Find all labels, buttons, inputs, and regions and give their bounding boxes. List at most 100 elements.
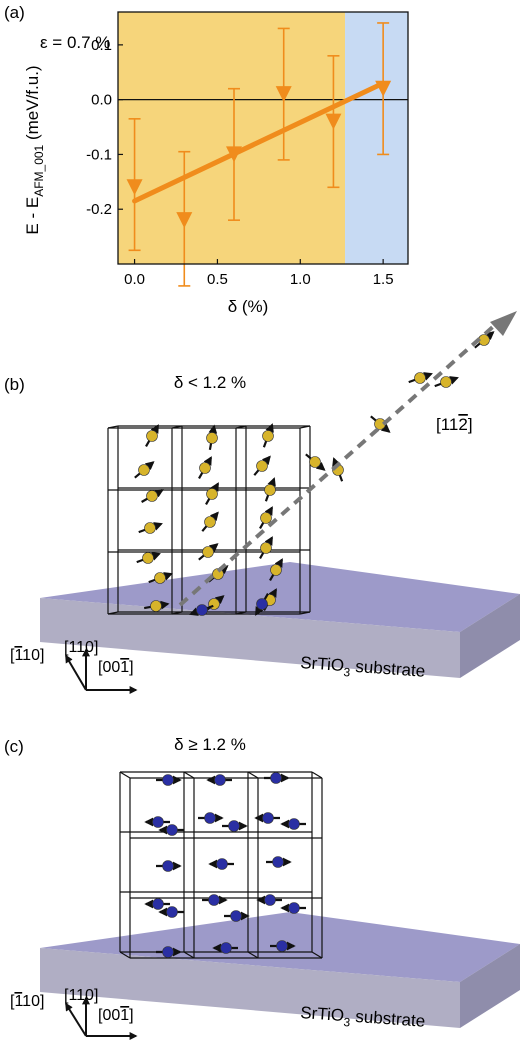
spin-atom (199, 462, 211, 474)
spin-atom (152, 898, 164, 910)
data-point-2 (226, 146, 242, 163)
spin-atom (206, 488, 218, 500)
spin-atom (256, 598, 268, 610)
x-axis-label: δ (%) (228, 297, 269, 316)
panel-a: (a) 0.0 0.5 1.0 1.5 -0.2 -0.1 0.0 0.1 ε = 0.7 %… (4, 3, 409, 316)
y-tick-label-1: -0.1 (86, 146, 112, 163)
crystal-edge (171, 611, 183, 615)
spin-atom (264, 894, 276, 906)
data-point-5 (375, 80, 392, 97)
spin-atom (272, 856, 284, 868)
crystal-edge (107, 425, 119, 429)
spin-atom (202, 546, 214, 558)
chart-area: 0.0 0.5 1.0 1.5 -0.2 -0.1 0.0 0.1 (86, 11, 409, 288)
substrate-side-b (460, 594, 520, 678)
spin-atom (288, 902, 300, 914)
spin-atom (138, 464, 150, 476)
spin-atom (220, 942, 232, 954)
data-point-1 (176, 212, 193, 229)
crystal-edge (311, 951, 323, 959)
spin-atom (146, 430, 158, 442)
spin-atom (206, 432, 218, 444)
crystal-edge (119, 771, 131, 779)
spin-atom (256, 460, 268, 472)
spin-atom (154, 572, 166, 584)
substrate-side-c (460, 944, 520, 1028)
spin-array-b (134, 331, 495, 616)
spin-atom (262, 812, 274, 824)
substrate-label-c: SrTiO3 substrate (299, 1003, 425, 1035)
spin-atom (264, 484, 276, 496)
epsilon-annotation: ε = 0.7 % (40, 33, 110, 52)
crystal-edge (235, 611, 247, 615)
axis-110-c: [110] (64, 987, 98, 1004)
spin-atom (270, 772, 282, 784)
spin-atom (414, 372, 426, 384)
crystal-edge (247, 771, 259, 779)
spin-atom (204, 516, 216, 528)
direction-arrowhead (490, 311, 517, 336)
spin-atom (260, 542, 272, 554)
svg-text:E - EAFM_001 (meV/f.u.): E - EAFM_001 (meV/f.u.) (23, 65, 46, 234)
plot-frame (117, 11, 409, 265)
spin-atom (214, 774, 226, 786)
coordinate-axes-c: [110] [110] [001] (10, 987, 138, 1040)
spin-atom (262, 430, 274, 442)
spin-atom (204, 812, 216, 824)
data-point-0 (126, 179, 143, 196)
spin-array-c (144, 772, 306, 958)
panel-a-label: (a) (4, 3, 25, 22)
fit-line (132, 80, 386, 204)
spin-atom (166, 906, 178, 918)
spin-atom (146, 490, 158, 502)
axis-110-b: [110] (64, 639, 98, 656)
crystal-edge (171, 425, 183, 429)
crystal-edge (107, 611, 119, 615)
spin-atom (309, 456, 321, 468)
x-tick-label-3: 1.5 (373, 271, 394, 288)
axis-001bar-b: [001] (98, 659, 134, 676)
crystal-edge (183, 951, 195, 959)
substrate-front-b (40, 598, 460, 678)
direction-arrow-112 (178, 323, 497, 607)
crystal-edge (183, 771, 195, 779)
panel-b-title: δ < 1.2 % (174, 373, 246, 392)
spin-atom (208, 894, 220, 906)
crystal-edge (247, 951, 259, 959)
y-tick-label-0: -0.2 (86, 201, 112, 218)
data-point-3 (275, 86, 292, 103)
spin-atom (162, 774, 174, 786)
panel-c: (c) δ ≥ 1.2 % SrTiO3 substrate [110] [11… (4, 735, 520, 1040)
spin-atom (142, 552, 154, 564)
panel-b-label: (b) (4, 375, 25, 394)
spin-atom (162, 860, 174, 872)
axis-001bar-c: [001] (98, 1007, 134, 1024)
spin-atom (288, 818, 300, 830)
spin-atom (260, 512, 272, 524)
spin-atom (230, 910, 242, 922)
spin-atom (152, 816, 164, 828)
axis-1bar10-c: [110] (10, 993, 44, 1010)
direction-label-112: [112] (436, 415, 473, 434)
spin-atom (228, 820, 240, 832)
crystal-edge (311, 771, 323, 779)
x-tick-label-1: 0.5 (207, 271, 228, 288)
y-tick-label-3: 0.1 (91, 37, 112, 54)
x-tick-label-2: 1.0 (290, 271, 311, 288)
y-axis-label: E - EAFM_001 (meV/f.u.) (23, 65, 46, 234)
axis-1bar10-b: [110] (10, 647, 44, 664)
spin-atom (162, 946, 174, 958)
crystal-edge (299, 611, 311, 615)
spin-atom (144, 522, 156, 534)
spin-atom (270, 564, 282, 576)
substrate-front-c (40, 948, 460, 1028)
crystal-edge (299, 425, 311, 429)
panel-b: (b) δ < 1.2 % SrTiO3 substrate [112] [11… (4, 311, 520, 694)
crystal-edge (235, 425, 247, 429)
spin-atom (440, 376, 452, 388)
spin-atom (276, 940, 288, 952)
shaded-region-0 (118, 12, 346, 264)
coordinate-axes-b: [110] [110] [001] (10, 639, 138, 694)
panel-c-title: δ ≥ 1.2 % (174, 735, 246, 754)
